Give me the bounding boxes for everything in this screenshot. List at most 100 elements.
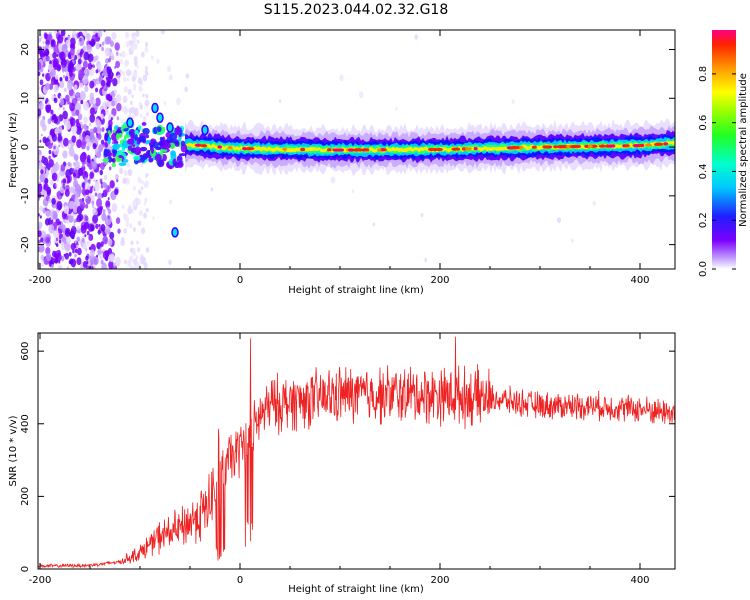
noise-blob xyxy=(92,64,96,69)
noise-blob xyxy=(50,139,53,144)
noise-blob xyxy=(96,119,102,128)
noise-blob xyxy=(131,114,135,119)
noise-blob xyxy=(127,88,132,96)
noise-blob xyxy=(145,71,149,76)
noise-blob xyxy=(83,116,88,124)
noise-blob xyxy=(53,145,56,150)
noise-blob xyxy=(61,224,66,232)
noise-blob xyxy=(115,190,118,194)
noise-blob xyxy=(116,178,119,183)
noise-blob xyxy=(85,135,90,143)
noise-blob xyxy=(38,37,42,43)
noise-blob xyxy=(50,211,54,217)
noise-blob xyxy=(89,114,96,123)
noise-blob xyxy=(45,104,52,114)
noise-blob xyxy=(76,139,82,149)
noise-blob xyxy=(359,91,364,99)
noise-blob xyxy=(86,145,90,151)
noise-blob xyxy=(136,240,139,245)
noise-blob xyxy=(105,109,109,115)
hot-spot xyxy=(300,147,306,152)
noise-blob xyxy=(99,145,103,151)
noise-blob xyxy=(107,218,112,225)
noise-blob xyxy=(44,178,49,185)
noise-blob xyxy=(44,48,50,56)
noise-blob xyxy=(88,236,92,241)
noise-blob xyxy=(114,256,121,266)
noise-blob xyxy=(76,225,80,231)
noise-blob xyxy=(97,229,101,235)
hot-spot xyxy=(377,148,382,152)
noise-blob xyxy=(38,86,41,90)
noise-blob xyxy=(109,40,115,47)
spectral-blob xyxy=(112,143,120,151)
noise-blob xyxy=(49,179,54,186)
noise-blob xyxy=(117,228,121,234)
noise-blob xyxy=(85,255,89,261)
noise-blob xyxy=(74,102,82,112)
noise-blob xyxy=(74,253,77,258)
noise-blob xyxy=(131,75,136,83)
noise-blob xyxy=(106,66,112,75)
hot-spot xyxy=(194,143,202,147)
noise-blob xyxy=(142,115,147,123)
noise-blob xyxy=(414,34,419,40)
spectral-blob xyxy=(176,161,184,168)
noise-blob xyxy=(65,120,72,130)
noise-blob xyxy=(60,255,65,262)
noise-blob xyxy=(91,204,95,209)
noise-blob xyxy=(63,74,66,79)
noise-blob xyxy=(97,63,102,70)
noise-blob xyxy=(101,127,105,132)
hot-spot xyxy=(663,142,669,146)
noise-blob xyxy=(104,225,111,235)
noise-blob xyxy=(61,182,64,186)
noise-blob xyxy=(75,91,80,97)
noise-blob xyxy=(176,97,181,106)
noise-blob xyxy=(55,183,58,187)
noise-blob xyxy=(50,39,55,46)
noise-blob xyxy=(114,66,117,69)
noise-blob xyxy=(136,64,139,69)
noise-blob xyxy=(43,184,46,189)
noise-blob xyxy=(139,179,143,184)
noise-blob xyxy=(111,100,116,107)
noise-blob xyxy=(105,80,107,84)
noise-blob xyxy=(68,252,72,257)
noise-blob xyxy=(126,162,130,168)
noise-blob xyxy=(38,221,43,229)
noise-blob xyxy=(90,224,95,232)
spec-ytick-label: -10 xyxy=(20,188,31,204)
noise-blob xyxy=(76,257,82,266)
noise-blob xyxy=(72,69,75,73)
noise-blob xyxy=(103,183,108,190)
noise-blob xyxy=(51,133,57,142)
spectral-blob xyxy=(162,126,166,133)
noise-blob xyxy=(73,154,79,162)
noise-blob xyxy=(136,247,140,251)
noise-blob xyxy=(74,84,78,90)
noise-blob xyxy=(76,236,80,242)
noise-blob xyxy=(88,142,91,146)
noise-blob xyxy=(38,102,44,110)
noise-blob xyxy=(123,86,128,93)
noise-blob xyxy=(44,207,48,212)
noise-blob xyxy=(50,216,53,220)
noise-blob xyxy=(49,60,52,65)
noise-blob xyxy=(68,260,72,265)
spectral-blob xyxy=(138,135,147,142)
noise-blob xyxy=(144,180,149,188)
spectral-blob xyxy=(134,134,138,141)
noise-blob xyxy=(38,243,45,253)
noise-blob xyxy=(60,58,67,68)
noise-blob xyxy=(65,94,70,102)
noise-blob xyxy=(100,241,104,247)
spectral-blob xyxy=(107,136,111,145)
spectral-blob xyxy=(176,125,181,134)
noise-blob xyxy=(73,219,77,224)
noise-blob xyxy=(210,187,214,192)
snr-series-line xyxy=(38,336,675,569)
noise-blob xyxy=(185,73,190,79)
spectral-blob xyxy=(118,162,127,167)
noise-blob xyxy=(69,200,76,211)
